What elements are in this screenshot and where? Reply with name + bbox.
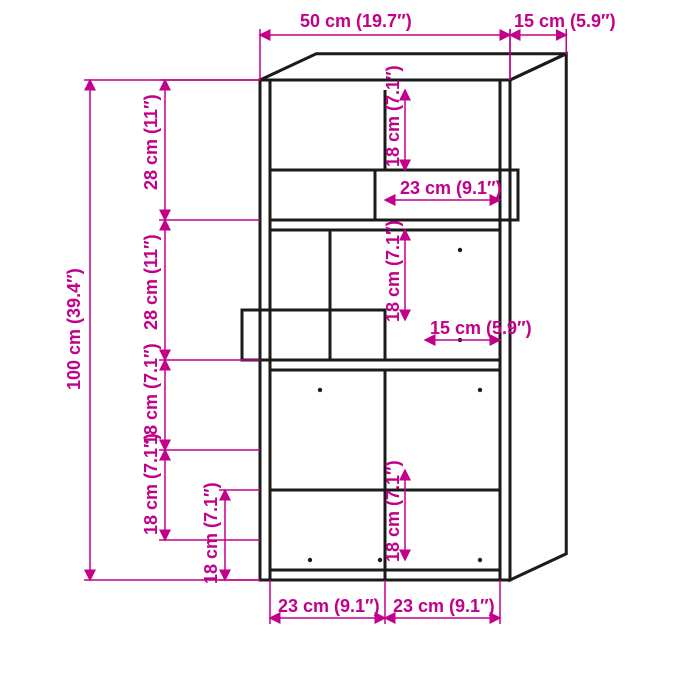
dimension-label: 18 cm (7.1″)	[383, 65, 403, 167]
dimension-label: 15 cm (5.9″)	[514, 11, 616, 31]
dimension-label: 28 cm (11″)	[141, 234, 161, 330]
dimension-drawing: 50 cm (19.7″) 15 cm (5.9″) 100 cm (39.4″) 2…	[0, 0, 700, 700]
dimension-label: 100 cm (39.4″)	[64, 268, 84, 390]
dimension-label: 18 cm (7.1″)	[383, 460, 403, 562]
drawing-svg: 50 cm (19.7″) 15 cm (5.9″) 100 cm (39.4″) 2…	[0, 0, 700, 700]
dimension-label: 50 cm (19.7″)	[300, 11, 412, 31]
dimension-label: 15 cm (5.9″)	[430, 318, 532, 338]
cabinet-outline	[242, 54, 566, 580]
dimension-label: 18 cm (7.1″)	[383, 220, 403, 322]
dimension-label: 23 cm (9.1″)	[278, 596, 380, 616]
dimension-label: 23 cm (9.1″)	[400, 178, 502, 198]
dimension-annotations: 50 cm (19.7″) 15 cm (5.9″) 100 cm (39.4″) 2…	[64, 11, 616, 624]
dimension-label: 28 cm (11″)	[141, 94, 161, 190]
dimension-label: 18 cm (7.1″)	[141, 343, 161, 445]
dimension-label: 23 cm (9.1″)	[393, 596, 495, 616]
dimension-label: 18 cm (7.1″)	[141, 433, 161, 535]
dimension-label: 18 cm (7.1″)	[201, 482, 221, 584]
